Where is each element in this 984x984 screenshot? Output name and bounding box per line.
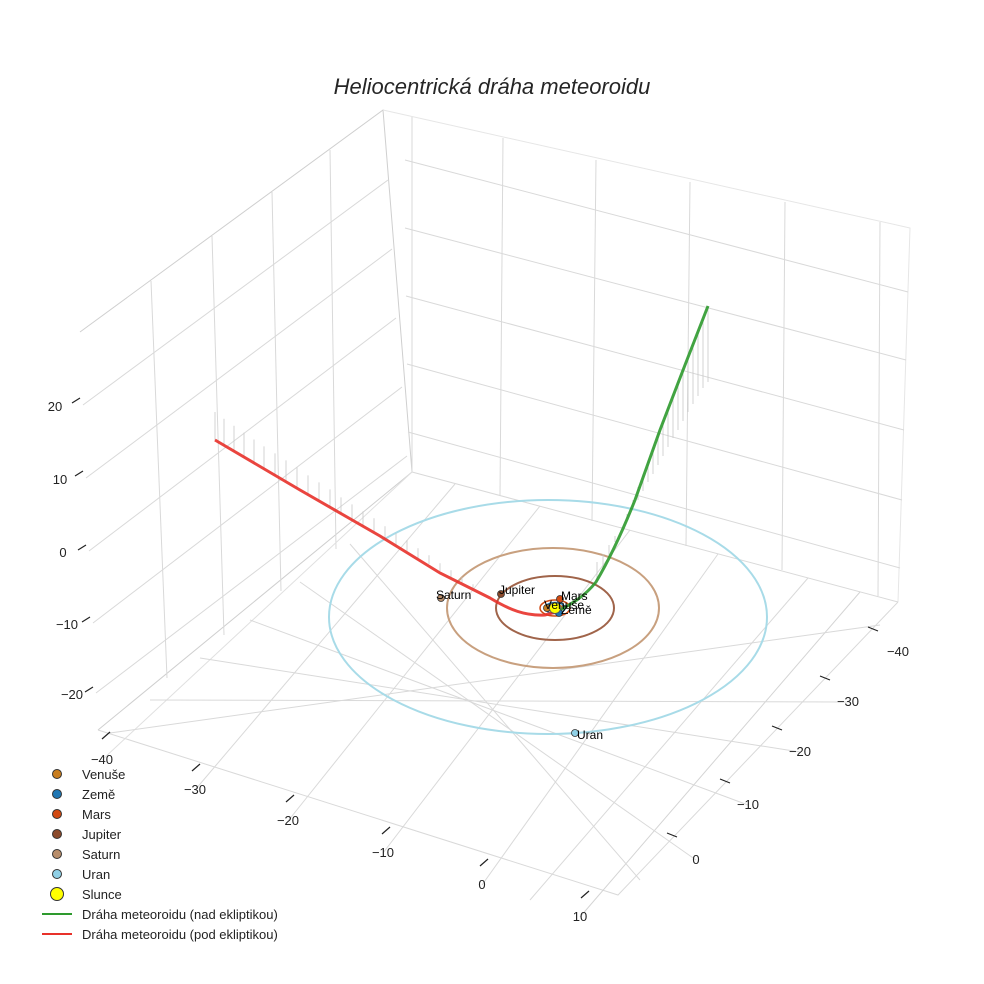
x-tick-mark	[381, 826, 391, 835]
meteoroid-path-below-ecliptic	[214, 438, 557, 617]
planet-label-mars: Mars	[561, 589, 588, 603]
green-line-icon	[42, 913, 72, 915]
z-tick-mark	[71, 397, 81, 404]
zeme-marker-icon	[52, 789, 62, 799]
x-tick-mark	[479, 858, 489, 867]
z-tick-mark	[74, 470, 84, 477]
x-tick-mark	[580, 890, 590, 899]
x-tick-label: −20	[277, 813, 299, 828]
planet-marker-mars[interactable]	[556, 595, 564, 603]
legend-label: Uran	[82, 866, 111, 882]
y-tick-mark	[771, 725, 783, 731]
legend-label: Dráha meteoroidu (pod ekliptikou)	[82, 926, 278, 942]
y-tick-mark	[719, 778, 731, 784]
planet-label-saturn: Saturn	[436, 588, 471, 602]
z-tick-label: 10	[53, 472, 67, 487]
mars-marker-icon	[52, 809, 62, 819]
orbit-jupiter	[495, 575, 615, 641]
legend-label: Jupiter	[82, 826, 122, 842]
planet-label-uran: Uran	[577, 728, 603, 742]
y-tick-label: −10	[737, 797, 759, 812]
legend-label: Dráha meteoroidu (nad ekliptikou)	[82, 906, 278, 922]
legend-item-zeme[interactable]: Země	[38, 784, 278, 804]
x-tick-mark	[191, 763, 201, 772]
legend-item-jupiter[interactable]: Jupiter	[38, 824, 278, 844]
legend-item-venuse[interactable]: Venuše	[38, 764, 278, 784]
sun-marker-icon	[50, 887, 64, 901]
axis-ticks: 20 10 0 −10 −20 −40 −30 −20 −10 0 10 −40 −30 −20 −10 0	[48, 397, 909, 924]
red-line-icon	[42, 933, 72, 935]
x-tick-label: 0	[478, 877, 485, 892]
orbit-saturn	[446, 547, 660, 669]
x-tick-label: −40	[91, 752, 113, 767]
planet-orbits	[328, 499, 768, 735]
legend-label: Mars	[82, 806, 111, 822]
planet-label-země: Země	[561, 603, 592, 617]
chart-title: Heliocentrická dráha meteoroidu	[333, 74, 651, 99]
x-tick-label: 10	[573, 909, 587, 924]
x-tick-label: −30	[184, 782, 206, 797]
y-tick-mark	[666, 832, 678, 838]
legend-item-mars[interactable]: Mars	[38, 804, 278, 824]
jupiter-marker-icon	[52, 829, 62, 839]
planet-marker-uran[interactable]	[571, 729, 579, 737]
venuse-marker-icon	[52, 769, 62, 779]
y-tick-label: −30	[837, 694, 859, 709]
y-tick-label: −20	[789, 744, 811, 759]
legend-label: Saturn	[82, 846, 121, 862]
legend-item-path-below[interactable]: Dráha meteoroidu (pod ekliptikou)	[38, 924, 278, 944]
z-tick-label: 20	[48, 399, 62, 414]
z-tick-label: 0	[59, 545, 66, 560]
y-tick-mark	[819, 675, 831, 681]
legend-item-path-above[interactable]: Dráha meteoroidu (nad ekliptikou)	[38, 904, 278, 924]
planet-label-venuše: Venuše	[544, 598, 584, 612]
legend-label: Země	[82, 786, 116, 802]
legend-item-slunce[interactable]: Slunce	[38, 884, 278, 904]
z-tick-mark	[81, 616, 91, 623]
planet-marker-jupiter[interactable]	[497, 590, 505, 598]
z-tick-label: −20	[61, 687, 83, 702]
meteoroid-path-above-ecliptic	[555, 305, 710, 614]
x-tick-mark	[285, 794, 295, 803]
z-tick-label: −10	[56, 617, 78, 632]
legend: Venuše Země Mars Jupiter Saturn Uran Slu…	[38, 764, 278, 944]
legend-item-saturn[interactable]: Saturn	[38, 844, 278, 864]
y-tick-label: −40	[887, 644, 909, 659]
sun-marker[interactable]	[549, 602, 561, 614]
y-tick-label: 0	[692, 852, 699, 867]
legend-label: Venuše	[82, 766, 126, 782]
legend-item-uran[interactable]: Uran	[38, 864, 278, 884]
y-tick-mark	[867, 626, 879, 632]
legend-label: Slunce	[82, 886, 122, 902]
orbit-uran	[328, 499, 768, 735]
x-tick-label: −10	[372, 845, 394, 860]
planet-marker-saturn[interactable]	[437, 594, 445, 602]
uran-marker-icon	[52, 869, 62, 879]
grid-lines	[79, 109, 911, 918]
saturn-marker-icon	[52, 849, 62, 859]
x-tick-mark	[101, 731, 111, 740]
z-tick-mark	[77, 544, 87, 551]
z-tick-mark	[84, 686, 94, 693]
orbit-mars	[539, 599, 571, 617]
planet-label-jupiter: Jupiter	[499, 583, 535, 597]
